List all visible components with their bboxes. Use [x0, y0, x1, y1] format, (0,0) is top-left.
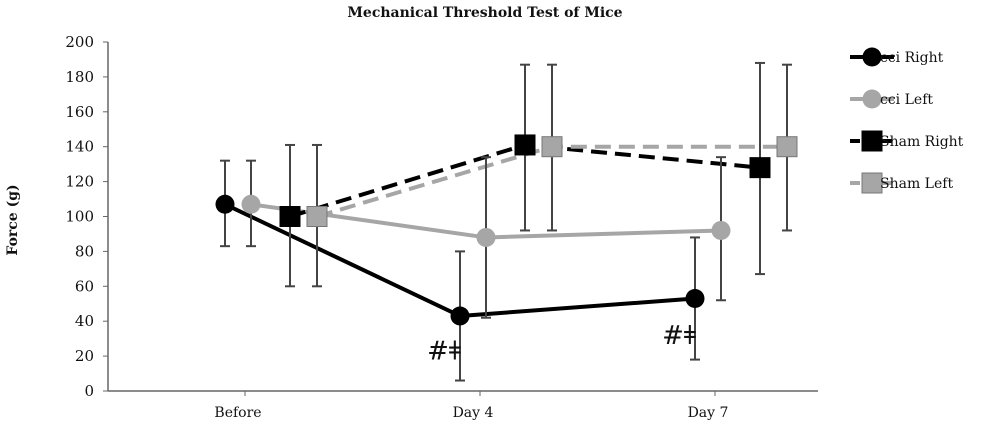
axes: 0 20 40 60 80 100 120 140 160 180 200 Before Day 4 Da… — [65, 33, 818, 421]
annotations: #ǂ #ǂ — [427, 321, 696, 367]
x-tick-label: Day 4 — [453, 405, 494, 421]
annotation-label: #ǂ — [427, 337, 461, 367]
data-point — [476, 227, 496, 247]
data-point — [541, 136, 563, 158]
legend-label: Sham Right — [880, 134, 964, 150]
data-point — [685, 289, 705, 309]
data-markers — [215, 134, 798, 326]
y-tick-label: 0 — [84, 382, 94, 400]
y-tick-label: 120 — [65, 173, 94, 191]
y-tick-label: 160 — [65, 103, 94, 121]
y-tick-label: 100 — [65, 208, 94, 226]
y-tick-label: 80 — [75, 242, 94, 260]
y-tick-label: 20 — [75, 347, 94, 365]
series-lines — [224, 142, 787, 318]
legend-label: cci Left — [880, 92, 933, 108]
y-tick-label: 180 — [65, 68, 94, 86]
x-tick-label: Day 7 — [688, 405, 729, 421]
data-point — [215, 194, 235, 214]
legend-label: cci Right — [880, 50, 944, 66]
chart-title: Mechanical Threshold Test of Mice — [347, 5, 622, 21]
legend-marker — [862, 47, 882, 67]
y-tick-label: 140 — [65, 138, 94, 156]
y-tick-label: 40 — [75, 312, 94, 330]
x-tick-label: Before — [214, 405, 261, 421]
legend-marker — [861, 130, 883, 152]
data-point — [776, 136, 798, 158]
data-point — [450, 306, 470, 326]
y-tick-label: 200 — [65, 33, 94, 51]
y-tick-label: 60 — [75, 277, 94, 295]
legend: cci Right cci Left Sham Right Sham Left — [850, 47, 964, 194]
data-point — [241, 194, 261, 214]
data-point — [279, 206, 301, 227]
data-point — [749, 157, 771, 179]
data-point — [514, 134, 536, 156]
legend-label: Sham Left — [880, 176, 953, 192]
data-point — [711, 220, 731, 240]
y-axis-label: Force (g) — [5, 184, 21, 255]
data-point — [306, 206, 328, 227]
legend-marker — [862, 89, 882, 109]
error-bars — [220, 61, 792, 382]
annotation-label: #ǂ — [662, 321, 696, 351]
legend-marker — [861, 172, 883, 194]
